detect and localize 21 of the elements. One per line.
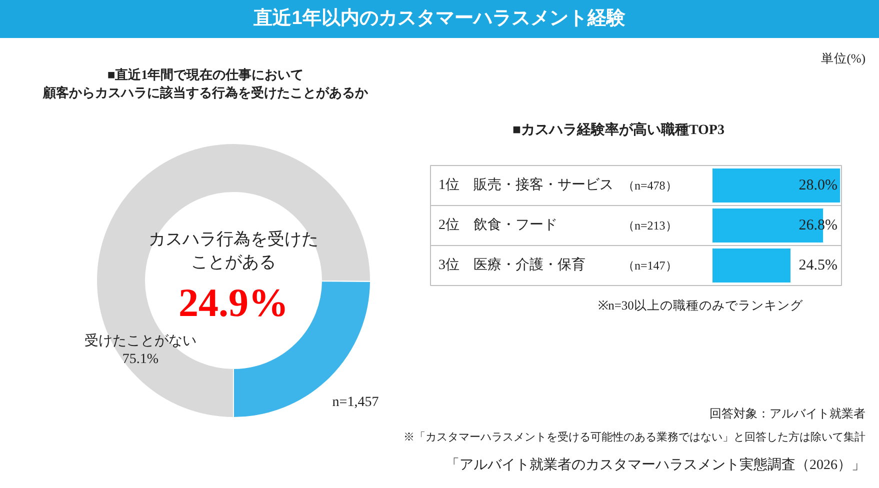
text: 単位(%) (820, 52, 866, 66)
text: 直近1年以内のカスタマーハラスメント経験 (254, 6, 626, 31)
slice-label: 受けたことがない (84, 333, 196, 349)
category-label: 2位 飲食・フード (438, 218, 558, 233)
chart-subtitle: ■直近1年間で現在の仕事において顧客からカスハラに該当する行為を受けたことがあるか (42, 67, 369, 100)
data-label: 28.0% (798, 178, 838, 194)
text: （n=213） (622, 218, 678, 232)
text: （n=478） (622, 178, 678, 192)
category-label: 3位 医療・介護・保育 (438, 258, 586, 273)
data-label: 75.1% (122, 352, 159, 367)
slice-label: カスハラ行為を受けたことがある (148, 230, 318, 272)
text: （n=147） (622, 258, 678, 272)
text: ※「カスタマーハラスメントを受ける可能性のある業務ではない」と回答した方は除いて集計 (404, 430, 866, 444)
text: ※n=30以上の職種のみでランキング (598, 298, 804, 312)
data-label: 24.5% (798, 258, 838, 274)
chart-title: ■カスハラ経験率が高い職種TOP3 (512, 121, 724, 138)
text: 回答対象：アルバイト就業者 (710, 406, 866, 420)
category-label: 1位 販売・接客・サービス (438, 178, 614, 193)
text: 「アルバイト就業者のカスタマーハラスメント実態調査（2026）」 (446, 457, 866, 473)
text: n=1,457 (332, 395, 379, 410)
data-label: 24.9% (178, 280, 288, 325)
